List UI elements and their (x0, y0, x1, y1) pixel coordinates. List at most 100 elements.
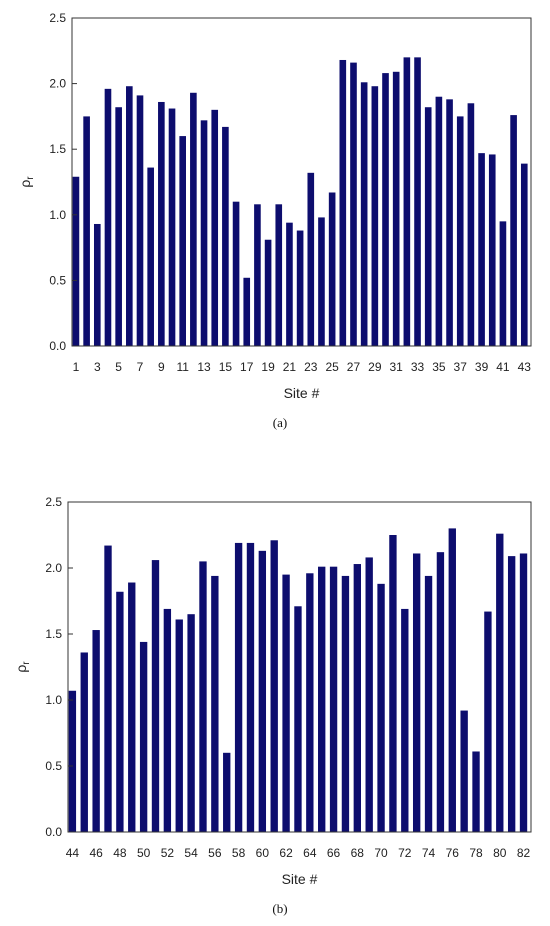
bar-site-3 (93, 223, 101, 346)
bar-site-29 (371, 86, 379, 346)
x-tick-label: 25 (325, 360, 339, 374)
y-axis-label-a: ρr (17, 176, 36, 188)
bar-site-54 (187, 614, 195, 832)
x-tick-label: 78 (469, 846, 483, 860)
bar-site-59 (246, 542, 255, 832)
bar-series-b (68, 528, 528, 832)
plot-frame-a (71, 17, 532, 347)
x-tick-label: 82 (517, 846, 531, 860)
bar-site-16 (232, 201, 240, 346)
bar-site-80 (496, 533, 504, 832)
bar-site-13 (200, 120, 208, 346)
x-tick-label: 19 (261, 360, 275, 374)
bar-site-76 (448, 528, 456, 832)
x-tick-label: 43 (518, 360, 532, 374)
bar-site-21 (286, 222, 293, 346)
bar-series-a (72, 57, 528, 347)
bar-site-17 (243, 277, 251, 346)
x-tick-label: 58 (232, 846, 246, 860)
bar-site-67 (341, 575, 350, 832)
bar-site-78 (472, 751, 480, 832)
x-tick-label: 54 (184, 846, 198, 860)
y-axis-label-main-b: ρ (13, 665, 29, 673)
x-tick-label: 50 (137, 846, 151, 860)
bar-site-4 (104, 88, 112, 346)
x-tick-label: 33 (411, 360, 425, 374)
bar-site-1 (72, 176, 80, 346)
bar-site-32 (403, 57, 411, 347)
caption-a: (a) (273, 415, 287, 430)
bar-site-60 (258, 550, 267, 832)
x-tick-label: 76 (446, 846, 460, 860)
bar-site-79 (484, 611, 492, 832)
bar-site-20 (275, 204, 283, 346)
x-tick-label: 37 (454, 360, 468, 374)
bar-site-81 (507, 556, 516, 832)
y-axis-label-main-a: ρ (17, 180, 33, 188)
bar-site-66 (329, 566, 338, 832)
bar-site-18 (254, 204, 261, 346)
bar-site-65 (318, 566, 326, 832)
bar-site-82 (519, 553, 528, 832)
bar-site-31 (392, 71, 400, 346)
x-tick-label: 60 (256, 846, 270, 860)
bar-site-53 (175, 619, 183, 832)
y-tick-label: 2.5 (49, 11, 66, 25)
y-tick-label: 2.0 (49, 77, 66, 91)
bar-site-15 (222, 126, 229, 347)
bar-site-51 (151, 560, 160, 832)
x-axis-label-a: Site # (284, 385, 320, 401)
bar-site-40 (488, 154, 496, 346)
bar-site-19 (264, 239, 272, 346)
x-tick-label: 1 (73, 360, 80, 374)
bar-site-57 (223, 752, 231, 832)
bar-site-11 (179, 136, 186, 346)
bar-site-43 (520, 163, 528, 346)
bar-site-77 (460, 710, 468, 832)
bar-site-72 (401, 608, 409, 832)
y-tick-label: 0.0 (49, 339, 66, 353)
bar-site-56 (211, 575, 219, 832)
x-tick-label: 21 (283, 360, 297, 374)
x-tick-label: 3 (94, 360, 101, 374)
x-axis-label-b: Site # (282, 871, 318, 887)
bar-site-6 (126, 86, 133, 346)
y-axis-ticks-a: 0.0 0.5 1.0 1.5 2.0 2.5 (49, 11, 77, 353)
y-axis-label-sub-b: r (21, 661, 32, 665)
bar-site-47 (104, 545, 112, 832)
bar-site-63 (294, 606, 302, 832)
bar-site-38 (467, 103, 475, 346)
bar-site-33 (414, 57, 421, 347)
bar-site-2 (83, 116, 90, 347)
y-tick-label: 0.0 (45, 825, 62, 839)
bar-site-5 (115, 107, 122, 346)
chart-panel-b: 0.0 0.5 1.0 1.5 2.0 2.5 44 46 48 50 52 54 56 58 60 62 6… (13, 495, 532, 916)
bar-site-30 (382, 73, 389, 346)
bar-site-8 (147, 167, 154, 346)
x-tick-label: 68 (351, 846, 365, 860)
y-tick-label: 2.0 (45, 561, 62, 575)
x-tick-label: 23 (304, 360, 318, 374)
x-tick-label: 7 (137, 360, 144, 374)
bar-site-73 (412, 553, 421, 832)
x-tick-label: 5 (115, 360, 122, 374)
bar-site-62 (282, 574, 290, 832)
bar-site-42 (510, 115, 517, 346)
x-tick-label: 48 (113, 846, 127, 860)
bar-site-23 (307, 172, 315, 346)
plot-frame-b (67, 501, 532, 833)
x-tick-label: 15 (219, 360, 233, 374)
x-axis-ticks-b: 44 46 48 50 52 54 56 58 60 62 64 66 68 70 72 74 76 78 80 82 (66, 846, 531, 860)
bar-site-45 (80, 652, 88, 832)
bar-site-49 (128, 582, 136, 832)
bar-site-25 (328, 192, 336, 346)
bar-site-39 (478, 153, 485, 346)
bar-site-28 (360, 82, 368, 346)
x-tick-label: 64 (303, 846, 317, 860)
caption-b: (b) (272, 901, 287, 916)
bar-site-52 (163, 608, 172, 832)
bar-site-44 (68, 690, 77, 832)
x-tick-label: 27 (347, 360, 361, 374)
bar-site-69 (365, 557, 373, 832)
x-tick-label: 52 (161, 846, 175, 860)
